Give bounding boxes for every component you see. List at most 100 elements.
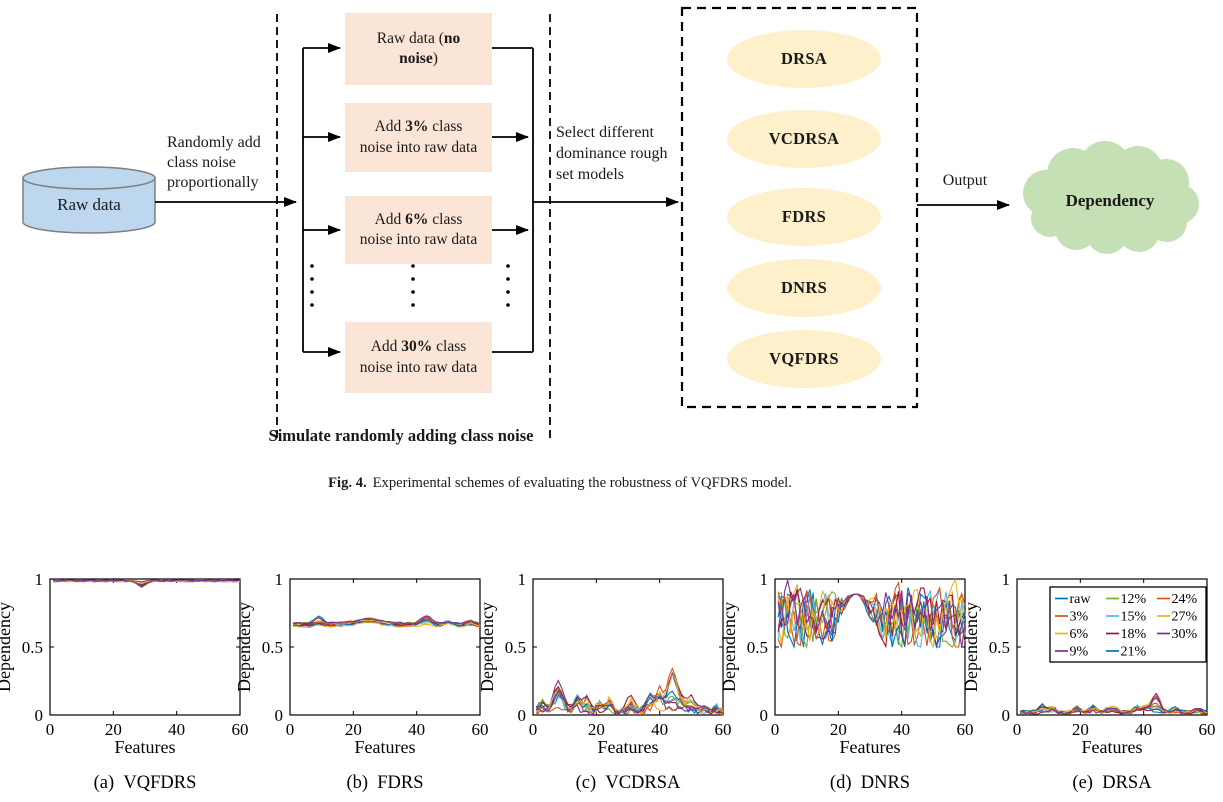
models-dashed-box xyxy=(680,6,919,409)
select-models-label: Select different dominance rough set mod… xyxy=(556,122,690,185)
svg-text:0: 0 xyxy=(1002,706,1011,725)
chart-legend-box xyxy=(1049,586,1207,663)
legend-label-raw: raw xyxy=(1070,592,1092,607)
ylabel-a: Dependency xyxy=(0,602,14,692)
legend-label-27%: 27% xyxy=(1172,610,1198,625)
svg-text:0: 0 xyxy=(46,720,55,739)
svg-text:0: 0 xyxy=(275,706,284,725)
output-label: Output xyxy=(942,172,988,189)
noise-box-30pct-text: Add 30% class noise into raw data xyxy=(359,338,478,376)
dependency-cloud xyxy=(1023,141,1199,254)
xlabel-e: Features xyxy=(1082,737,1143,757)
series-27% xyxy=(777,578,966,650)
svg-text:1: 1 xyxy=(35,570,44,589)
model-ellipse-drsa: DRSA xyxy=(727,30,881,88)
svg-text:1: 1 xyxy=(1002,570,1011,589)
chart-caption-e: (e) DRSA xyxy=(1072,773,1152,793)
svg-text:60: 60 xyxy=(472,720,489,739)
legend-label-30%: 30% xyxy=(1172,627,1198,642)
dependency-charts: 0 20 40 60 0 0.5 1 Dependency Features (a) VQFDRS… xyxy=(0,570,1216,793)
legend-label-9%: 9% xyxy=(1070,645,1089,660)
svg-text:20: 20 xyxy=(1072,720,1089,739)
series-27% xyxy=(1019,692,1208,714)
simulate-noise-label: Simulate randomly adding class noise xyxy=(268,426,534,445)
noise-box-3pct: Add 3% class noise into raw data xyxy=(345,103,492,172)
svg-text:0: 0 xyxy=(518,706,527,725)
legend-label-3%: 3% xyxy=(1070,610,1089,625)
branch-connectors xyxy=(302,43,341,357)
series-30% xyxy=(536,689,724,717)
figure-caption-text: Experimental schemes of evaluating the r… xyxy=(372,475,792,491)
series-30% xyxy=(53,579,241,588)
svg-text:40: 40 xyxy=(168,720,185,739)
figure-caption-number: Fig. 4. xyxy=(328,475,367,491)
legend-label-12%: 12% xyxy=(1121,592,1147,607)
svg-text:1: 1 xyxy=(275,570,284,589)
xlabel-b: Features xyxy=(355,737,416,757)
svg-text:0.5: 0.5 xyxy=(22,638,43,657)
series-30% xyxy=(293,615,481,625)
noise-box-6pct: Add 6% class noise into raw data xyxy=(345,196,492,264)
chart-a: 0 20 40 60 0 0.5 1 Dependency Features (a) VQFDRS xyxy=(0,570,249,793)
svg-text:0: 0 xyxy=(1013,720,1022,739)
ylabel-d: Dependency xyxy=(719,602,739,692)
figure-caption: Fig. 4. Experimental schemes of evaluatin… xyxy=(250,473,870,493)
chart-d: 0 20 40 60 0 0.5 1 Dependency Features (d) DNRS xyxy=(719,570,974,793)
ellipsis-dots xyxy=(310,264,510,307)
series-24% xyxy=(535,667,724,716)
chart-c: 0 20 40 60 0 0.5 1 Dependency Features (c) VCDRSA xyxy=(477,570,732,793)
svg-text:0: 0 xyxy=(760,706,769,725)
chart-e: 0 20 40 60 0 0.5 1 Dependency Features (e) DRSA ra… xyxy=(961,570,1216,793)
svg-text:60: 60 xyxy=(232,720,249,739)
cylinder-label: Raw data xyxy=(57,195,121,214)
svg-text:40: 40 xyxy=(408,720,425,739)
svg-text:0: 0 xyxy=(771,720,780,739)
converge-connectors xyxy=(492,47,534,353)
series-30% xyxy=(1020,692,1208,716)
ylabel-c: Dependency xyxy=(477,602,497,692)
model-ellipse-vqfdrs: VQFDRS xyxy=(727,330,881,388)
series-15% xyxy=(777,588,966,648)
svg-text:0.5: 0.5 xyxy=(989,638,1010,657)
ylabel-e: Dependency xyxy=(961,602,981,692)
legend-label-24%: 24% xyxy=(1172,592,1198,607)
noise-box-6pct-text: Add 6% class noise into raw data xyxy=(359,210,478,249)
select-models-line2: dominance rough xyxy=(556,145,668,162)
svg-text:1: 1 xyxy=(518,570,527,589)
noise-box-raw-text: Raw data (no noise) xyxy=(376,29,461,68)
svg-text:60: 60 xyxy=(957,720,974,739)
randomly-add-line3: proportionally xyxy=(167,174,259,191)
svg-text:0.5: 0.5 xyxy=(505,638,526,657)
chart-b: 0 20 40 60 0 0.5 1 Dependency Features (b) FDRS xyxy=(234,570,489,793)
svg-text:60: 60 xyxy=(1199,720,1216,739)
chart-caption-c: (c) VCDRSA xyxy=(576,773,681,793)
xlabel-a: Features xyxy=(115,737,176,757)
randomly-add-line1: Randomly add xyxy=(167,134,261,151)
svg-text:0: 0 xyxy=(529,720,538,739)
chart-caption-b: (b) FDRS xyxy=(346,773,423,793)
randomly-add-line2: class noise xyxy=(167,154,236,171)
select-models-line3: set models xyxy=(556,166,624,183)
series-24% xyxy=(777,581,966,646)
legend-label-18%: 18% xyxy=(1121,627,1147,642)
svg-text:0: 0 xyxy=(286,720,295,739)
model-ellipse-fdrs: FDRS xyxy=(727,188,881,246)
svg-text:40: 40 xyxy=(1135,720,1152,739)
svg-text:20: 20 xyxy=(345,720,362,739)
chart-caption-a: (a) VQFDRS xyxy=(94,773,197,793)
series-18% xyxy=(535,671,724,715)
series-27% xyxy=(293,621,481,628)
dependency-cloud-label: Dependency xyxy=(1065,191,1155,210)
noise-box-3pct-text: Add 3% class noise into raw data xyxy=(359,118,478,156)
model-ellipse-dnrs: DNRS xyxy=(727,259,881,317)
svg-text:40: 40 xyxy=(651,720,668,739)
svg-text:20: 20 xyxy=(588,720,605,739)
svg-text:0.5: 0.5 xyxy=(747,638,768,657)
series-12% xyxy=(778,588,966,650)
legend-label-15%: 15% xyxy=(1121,610,1147,625)
legend-label-21%: 21% xyxy=(1121,645,1147,660)
diagram-graphics xyxy=(22,6,1199,438)
xlabel-d: Features xyxy=(840,737,901,757)
svg-text:20: 20 xyxy=(830,720,847,739)
